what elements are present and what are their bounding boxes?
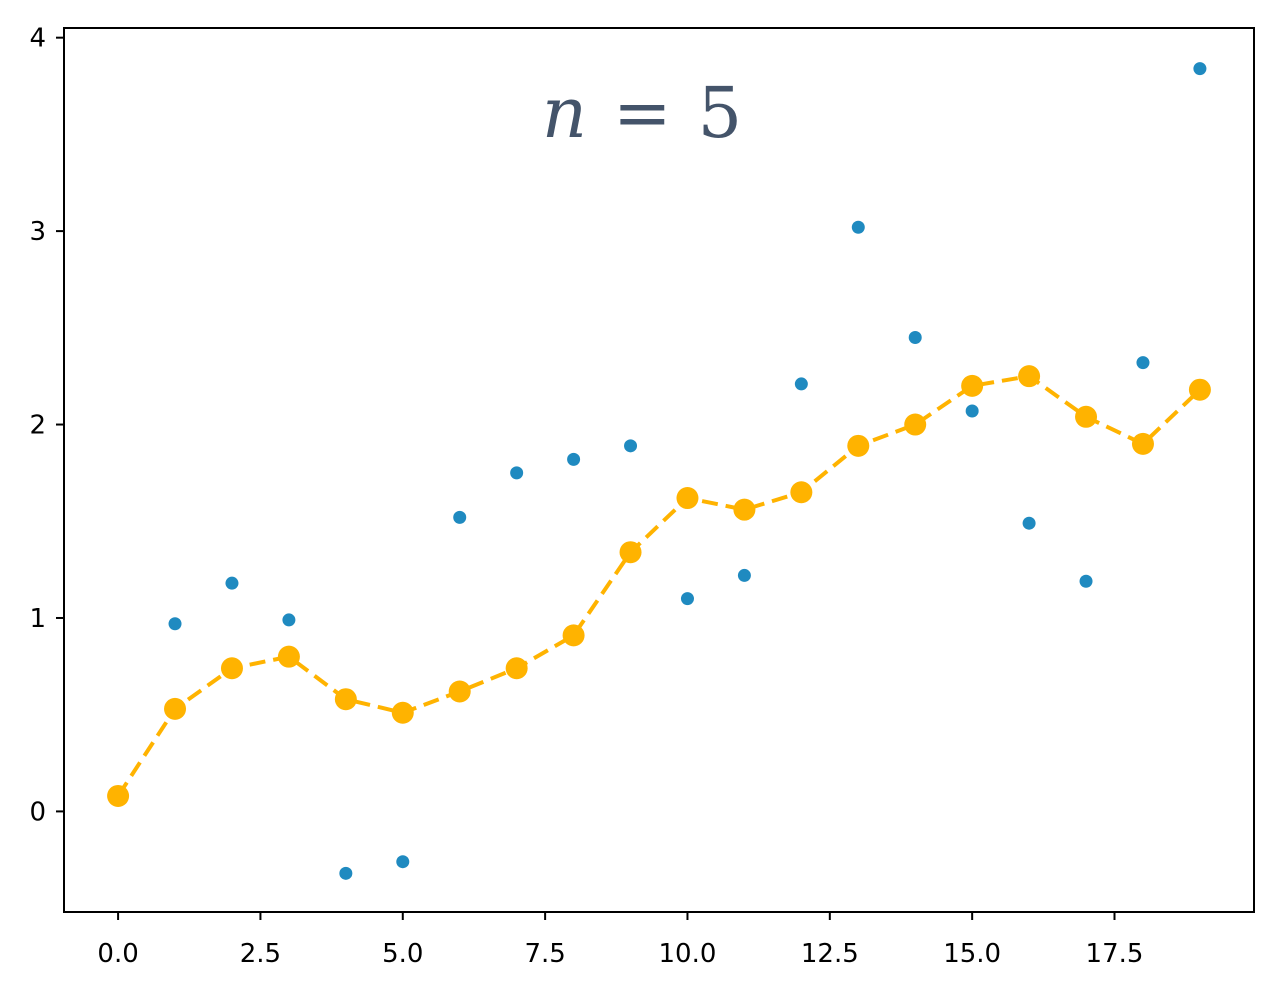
- scatter-point: [1193, 62, 1207, 76]
- line-marker-point: [961, 374, 984, 397]
- scatter-point: [680, 592, 694, 606]
- line-marker-point: [847, 434, 870, 457]
- line-marker-point: [790, 481, 813, 504]
- y-tick-label: 1: [29, 604, 46, 634]
- line-marker-point: [733, 498, 756, 521]
- y-axis: 0 1 2 3 4: [29, 24, 64, 827]
- scatter-point: [794, 377, 808, 391]
- scatter-point: [1022, 516, 1036, 530]
- line-marker-point: [562, 624, 585, 647]
- line-marker-point: [220, 657, 243, 680]
- x-tick-label: 2.5: [240, 939, 281, 969]
- scatter-point: [396, 855, 410, 869]
- line-marker-point: [334, 688, 357, 711]
- y-tick-label: 3: [29, 217, 46, 247]
- scatter-point: [851, 220, 865, 234]
- chart-annotation: n = 5: [542, 72, 742, 154]
- x-tick-label: 17.5: [1086, 939, 1144, 969]
- x-tick-label: 15.0: [943, 939, 1001, 969]
- scatter-point: [965, 404, 979, 418]
- scatter-point: [339, 866, 353, 880]
- scatter-point: [624, 439, 638, 453]
- line-marker-point: [904, 413, 927, 436]
- line-marker-point: [1131, 432, 1154, 455]
- line-marker-point: [676, 487, 699, 510]
- scatter-point: [908, 330, 922, 344]
- line-marker-point: [619, 541, 642, 564]
- plot-background: [64, 28, 1254, 912]
- line-marker-point: [164, 697, 187, 720]
- x-tick-label: 12.5: [801, 939, 859, 969]
- line-marker-point: [1018, 365, 1041, 388]
- x-axis: 0.0 2.5 5.0 7.5 10.0 12.5 15.0 17.5: [97, 912, 1143, 969]
- annotation-value: 5: [698, 72, 743, 154]
- line-marker-point: [277, 645, 300, 668]
- series-layer: [107, 62, 1211, 880]
- line-marker-point: [448, 680, 471, 703]
- series-line: [116, 374, 1202, 798]
- plot-frame: [63, 27, 1255, 913]
- scatter-point: [1136, 356, 1150, 370]
- scatter-point: [510, 466, 524, 480]
- x-tick-label: 0.0: [97, 939, 138, 969]
- line-marker-point: [505, 657, 528, 680]
- y-tick-label: 4: [29, 24, 46, 54]
- scatter-point: [282, 613, 296, 627]
- y-tick-label: 2: [29, 411, 46, 441]
- scatter-point: [453, 510, 467, 524]
- annotation-relation: =: [613, 72, 672, 154]
- line-marker-point: [1075, 405, 1098, 428]
- x-tick-label: 10.0: [659, 939, 717, 969]
- y-tick-label: 0: [29, 797, 46, 827]
- scatter-point: [168, 617, 182, 631]
- line-marker-point: [1188, 378, 1211, 401]
- series-1: [107, 365, 1211, 807]
- line-marker-point: [391, 701, 414, 724]
- x-tick-label: 5.0: [382, 939, 423, 969]
- scatter-point: [567, 452, 581, 466]
- line-marker-point: [107, 784, 130, 807]
- annotation-variable: n: [542, 72, 587, 154]
- scatter-point: [1079, 574, 1093, 588]
- scatter-point: [225, 576, 239, 590]
- x-tick-label: 7.5: [524, 939, 565, 969]
- scatter-point: [737, 568, 751, 582]
